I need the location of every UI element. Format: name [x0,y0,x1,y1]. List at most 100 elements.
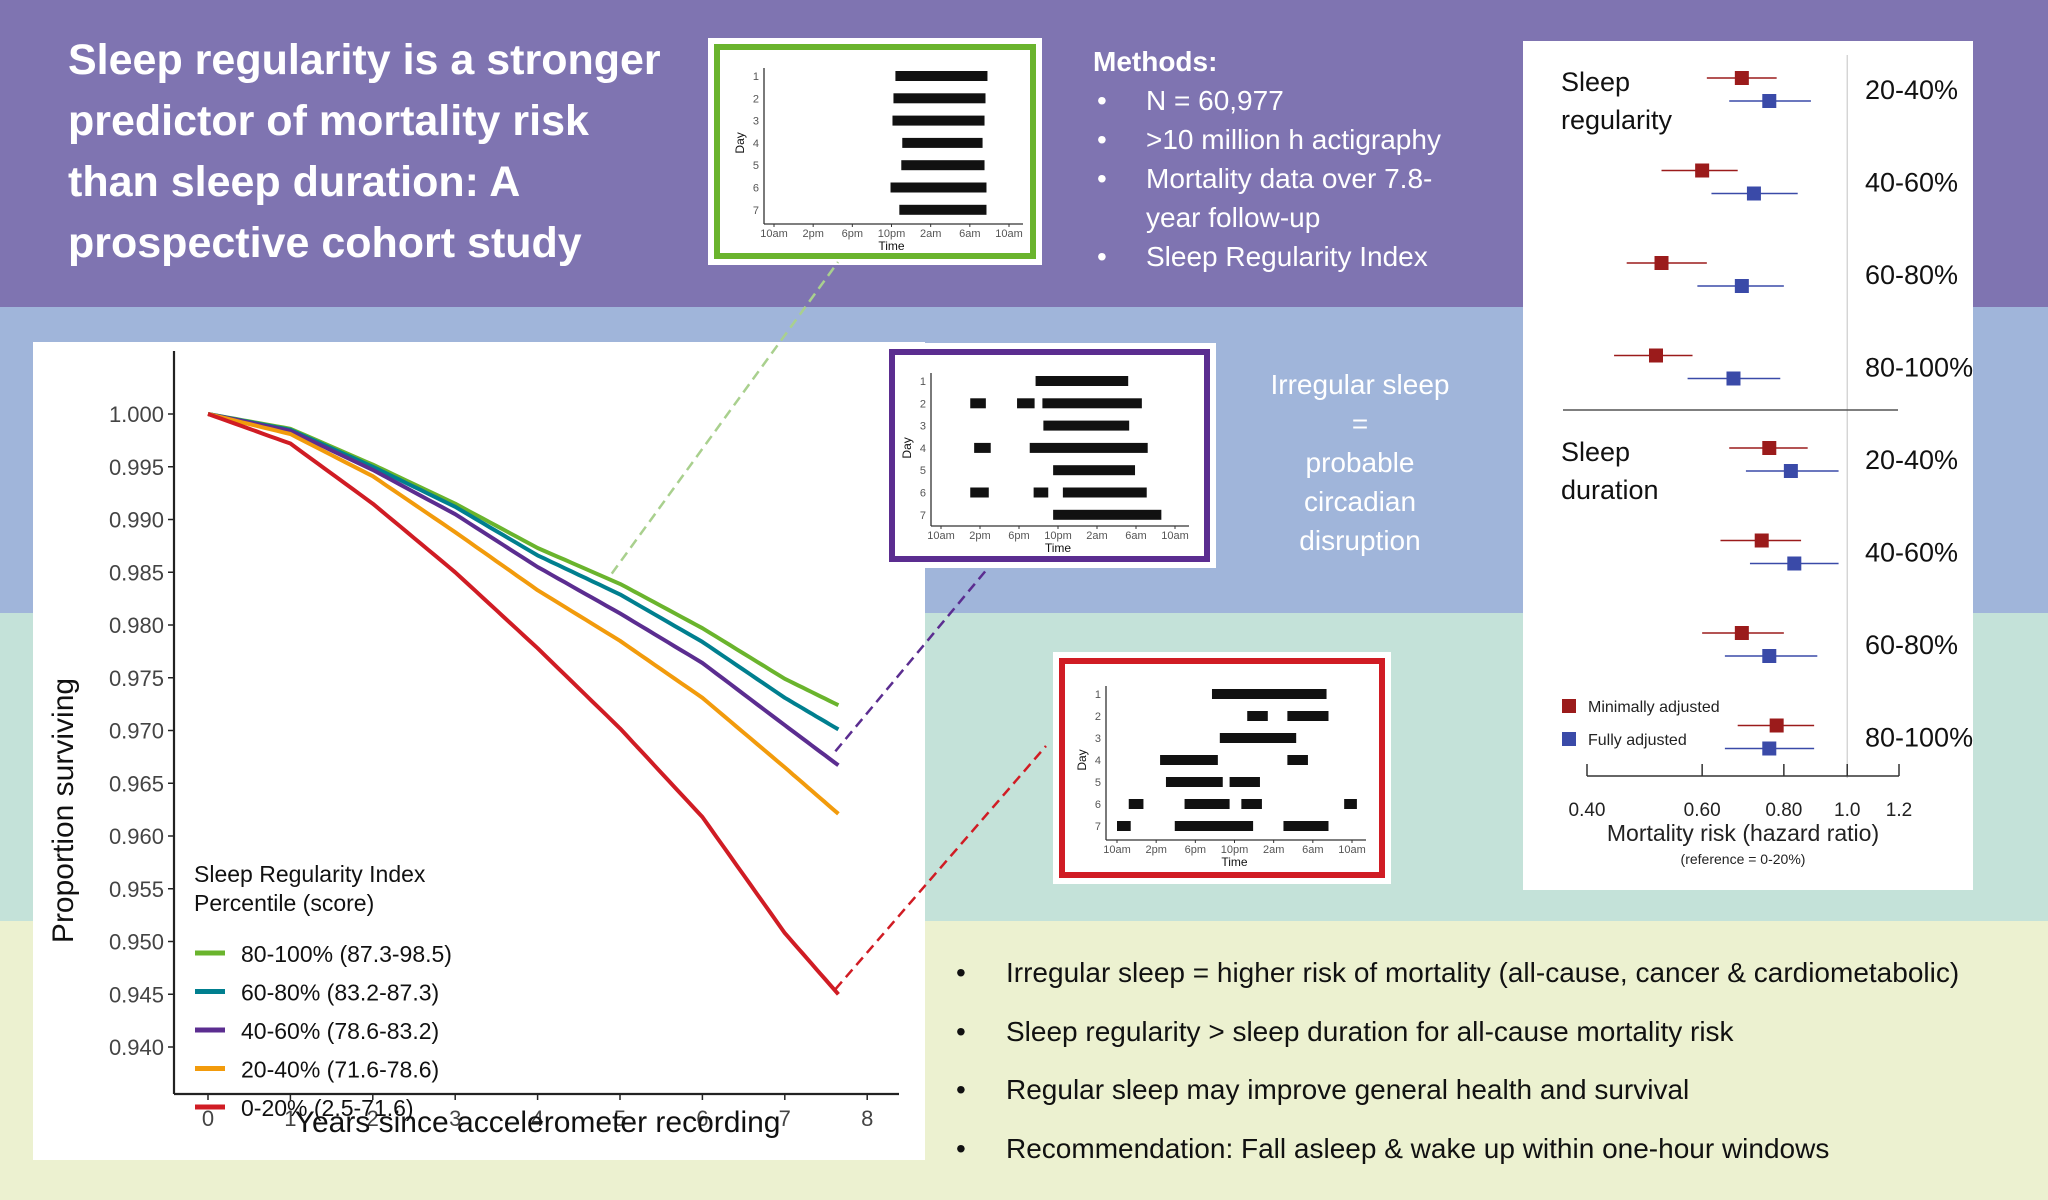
gantt-time-label: 10am [1338,844,1366,856]
forest-row-label: 80-100% [1865,353,1973,383]
y-tick-label: 0.995 [109,455,164,480]
gantt-x-title: Time [1221,855,1248,869]
sleep-bout-bar [1117,821,1131,831]
legend-entry: 0-20% (2.5-71.6) [241,1095,414,1121]
forest-reference-note: (reference = 0-20%) [1681,851,1806,867]
conclusion-item: • Regular sleep may improve general healt… [952,1067,1959,1126]
callout-line: = [1351,408,1369,439]
survival-axes: 1.000 0.995 0.990 0.985 0.980 0.975 0.970 0.965… [47,351,899,1139]
gantt-day-label: 1 [920,376,926,388]
forest-group-label: regularity [1561,105,1673,135]
gantt-time-label: 2am [920,228,941,240]
gantt-day-label: 6 [920,488,926,500]
legend-swatch-fully-adjusted [1562,732,1576,746]
callout-line: probable [1305,447,1415,478]
sleep-bout-bar [1344,799,1357,809]
sleep-bout-bar [1247,711,1268,721]
legend-label: Minimally adjusted [1588,699,1720,716]
gantt-time-label: 2am [1086,530,1107,542]
forest-x-axis-label: Mortality risk (hazard ratio) [1607,820,1879,846]
gantt-time-label: 6pm [1185,844,1206,856]
gantt-day-label: 6 [753,183,759,195]
y-tick-label: 0.960 [109,824,164,849]
gantt-day-label: 3 [753,116,759,128]
forest-x-tick-label: 0.40 [1569,800,1606,821]
gantt-time-label: 2pm [969,530,990,542]
y-tick-label: 0.950 [109,930,164,955]
x-tick-label: 2 [367,1106,379,1131]
forest-row-label: 40-60% [1865,168,1958,198]
sleep-bout-bar [1062,487,1147,498]
sleep-bout-bar [1053,509,1162,520]
bullet-icon: • [956,1074,966,1105]
x-tick-label: 5 [614,1106,626,1131]
sleep-bout-bar [902,137,983,148]
gantt-day-label: 1 [753,71,759,83]
gantt-y-title: Day [1075,749,1089,770]
gantt-day-label: 5 [753,160,759,172]
gantt-time-label: 10am [927,530,955,542]
legend-swatch-minimally-adjusted [1562,699,1576,713]
forest-row-label: 60-80% [1865,260,1958,290]
sleep-bout-bar [1017,398,1035,409]
x-tick-label: 0 [202,1106,214,1131]
sleep-bout-bar [890,182,987,193]
methods-heading: Methods: [1093,46,1218,77]
gantt-time-label: 2am [1263,844,1284,856]
y-tick-label: 0.955 [109,877,164,902]
irregular-sleep-callout: Irregular sleep = probable circadian dis… [1245,365,1475,560]
sleep-bout-bar [970,398,986,409]
sleep-bout-bar [1128,799,1144,809]
hr-marker-fully-adjusted [1787,556,1802,571]
y-tick-label: 0.985 [109,560,164,585]
hr-marker-fully-adjusted [1726,371,1741,386]
forest-plot-panel: Sleep regularity 20-40% 40-60% 60-80% 80-100%… [1523,41,1973,890]
sleep-bout-bar [1211,689,1327,699]
gantt-x-title: Time [878,239,905,253]
legend-title: Sleep Regularity Index [194,861,426,887]
gantt-y-title: Day [733,132,747,153]
gantt-day-label: 6 [1095,799,1101,811]
gantt-time-label: 10pm [878,228,906,240]
x-tick-label: 1 [284,1106,296,1131]
conclusions-list: • Irregular sleep = higher risk of mortal… [952,950,1959,1184]
bullet-icon: • [1097,85,1107,116]
callout-line: circadian [1303,486,1417,517]
y-tick-label: 0.975 [109,666,164,691]
gantt-y-title: Day [900,437,914,458]
methods-item-continuation: year follow-up [1146,202,1321,233]
y-tick-label: 0.945 [109,982,164,1007]
x-axis-label: Years since accelerometer recording [295,1106,781,1139]
sleep-bout-bar [893,93,986,104]
gantt-day-label: 7 [920,510,926,522]
forest-row-label: 20-40% [1865,445,1958,475]
hr-marker-fully-adjusted [1746,186,1761,201]
gantt-time-label: 6am [959,228,980,240]
bullet-icon: • [1097,124,1107,155]
sleep-bout-bar [1043,420,1130,431]
sleep-bout-bar [892,115,985,126]
forest-x-tick-label: 0.80 [1765,800,1802,821]
x-tick-label: 8 [861,1106,873,1131]
sleep-bout-bar [1165,777,1223,787]
hr-marker-minimally-adjusted [1648,348,1663,363]
hr-marker-fully-adjusted [1762,94,1777,108]
irregular-sleep-inset: 1 2 3 4 5 6 7 10am 2pm 6pm 10pm 2am 6am 10am Time Day [1053,652,1391,884]
regular-sleep-inset: 1 2 3 4 5 6 7 10am 2pm 6pm 10pm 2am 6am 10am Time Day [708,38,1042,265]
hr-marker-fully-adjusted [1762,741,1777,756]
inset-frame [1059,658,1385,878]
forest-row-label: 40-60% [1865,538,1958,568]
sleep-bout-bar [1033,487,1049,498]
legend-entry: 40-60% (78.6-83.2) [241,1018,439,1044]
gantt-time-label: 10am [1161,530,1189,542]
gantt-day-label: 5 [1095,777,1101,789]
hr-marker-minimally-adjusted [1762,441,1777,455]
methods-section: Methods: • N = 60,977 • >10 million h act… [1093,42,1441,276]
gantt-x-title: Time [1045,541,1072,555]
forest-x-tick-label: 0.60 [1684,800,1721,821]
y-tick-label: 0.965 [109,771,164,796]
bullet-icon: • [956,1015,966,1047]
survival-curve-orange [207,412,840,816]
